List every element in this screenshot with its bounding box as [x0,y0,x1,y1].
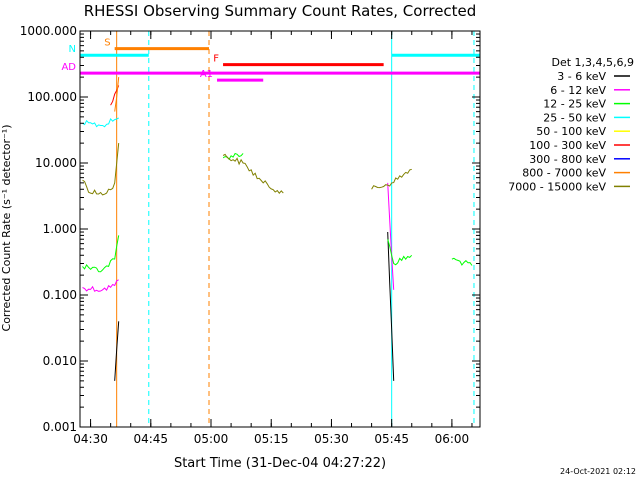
annotation-label-0: S [104,38,110,49]
y-tick-label-0: 0.001 [43,420,77,434]
annotation-label-2: F [213,54,219,65]
x-tick-label-2: 05:00 [194,432,229,446]
y-axis: 0.001 0.010 0.100 1.000 10.000 100.000 1000.00… [20,24,480,434]
y-tick-label-6: 1000.000 [20,24,77,38]
legend-label-5: 100 - 300 keV [529,139,606,152]
legend-label-0: 3 - 6 keV [557,70,606,83]
y-tick-label-5: 100.000 [27,90,77,104]
x-tick-label-6: 06:00 [435,432,470,446]
series-line-2-seg-6 [387,239,413,266]
legend-label-7: 800 - 7000 keV [522,167,606,180]
series-line-0-seg-6 [387,231,395,381]
y-tick-label-4: 10.000 [35,156,77,170]
x-tick-label-0: 04:30 [73,432,108,446]
legend-label-6: 300 - 800 keV [529,153,606,166]
y-tick-label-1: 0.010 [43,354,77,368]
series-line-7-seg-1 [114,77,120,112]
legend-label-8: 7000 - 15000 keV [508,180,606,193]
series-line-0-seg-0 [114,321,120,381]
legend-label-3: 25 - 50 keV [543,111,606,124]
series-line-8-seg-1 [222,153,284,194]
footer-timestamp: 24-Oct-2021 02:12 [560,467,636,476]
annotation-bars: S N F AD A1 [61,38,480,82]
legend-label-4: 50 - 100 keV [536,125,606,138]
legend-label-2: 12 - 25 keV [543,98,606,111]
y-tick-label-2: 0.100 [43,288,77,302]
series-line-3-seg-0 [82,117,119,128]
x-tick-label-4: 05:30 [314,432,349,446]
annotation-label-4: A1 [200,69,213,80]
series-group [82,77,473,381]
y-tick-label-3: 1.000 [43,222,77,236]
x-tick-label-5: 05:45 [374,432,409,446]
series-line-2-seg-0 [82,235,120,273]
annotation-label-1: N [69,44,76,55]
legend-label-1: 6 - 12 keV [550,84,606,97]
x-tick-label-1: 04:45 [133,432,168,446]
series-line-8-seg-3 [371,168,412,190]
x-axis: 04:30 04:45 05:00 05:15 05:30 05:45 06:00 [73,31,473,446]
series-line-1-seg-0 [82,279,119,292]
x-axis-label: Start Time (31-Dec-04 04:27:22) [174,456,386,471]
y-axis-label: Corrected Count Rate (s⁻¹ detector⁻¹) [0,125,13,332]
series-line-2-seg-7 [451,257,473,266]
x-tick-label-3: 05:15 [254,432,289,446]
legend-title: Det 1,3,4,5,6,9 [551,56,634,69]
chart-title: RHESSI Observing Summary Count Rates, Co… [84,2,477,20]
series-line-1-seg-6 [387,182,395,290]
series-line-8-seg-0 [82,143,120,196]
annotation-label-3: AD [61,62,76,73]
